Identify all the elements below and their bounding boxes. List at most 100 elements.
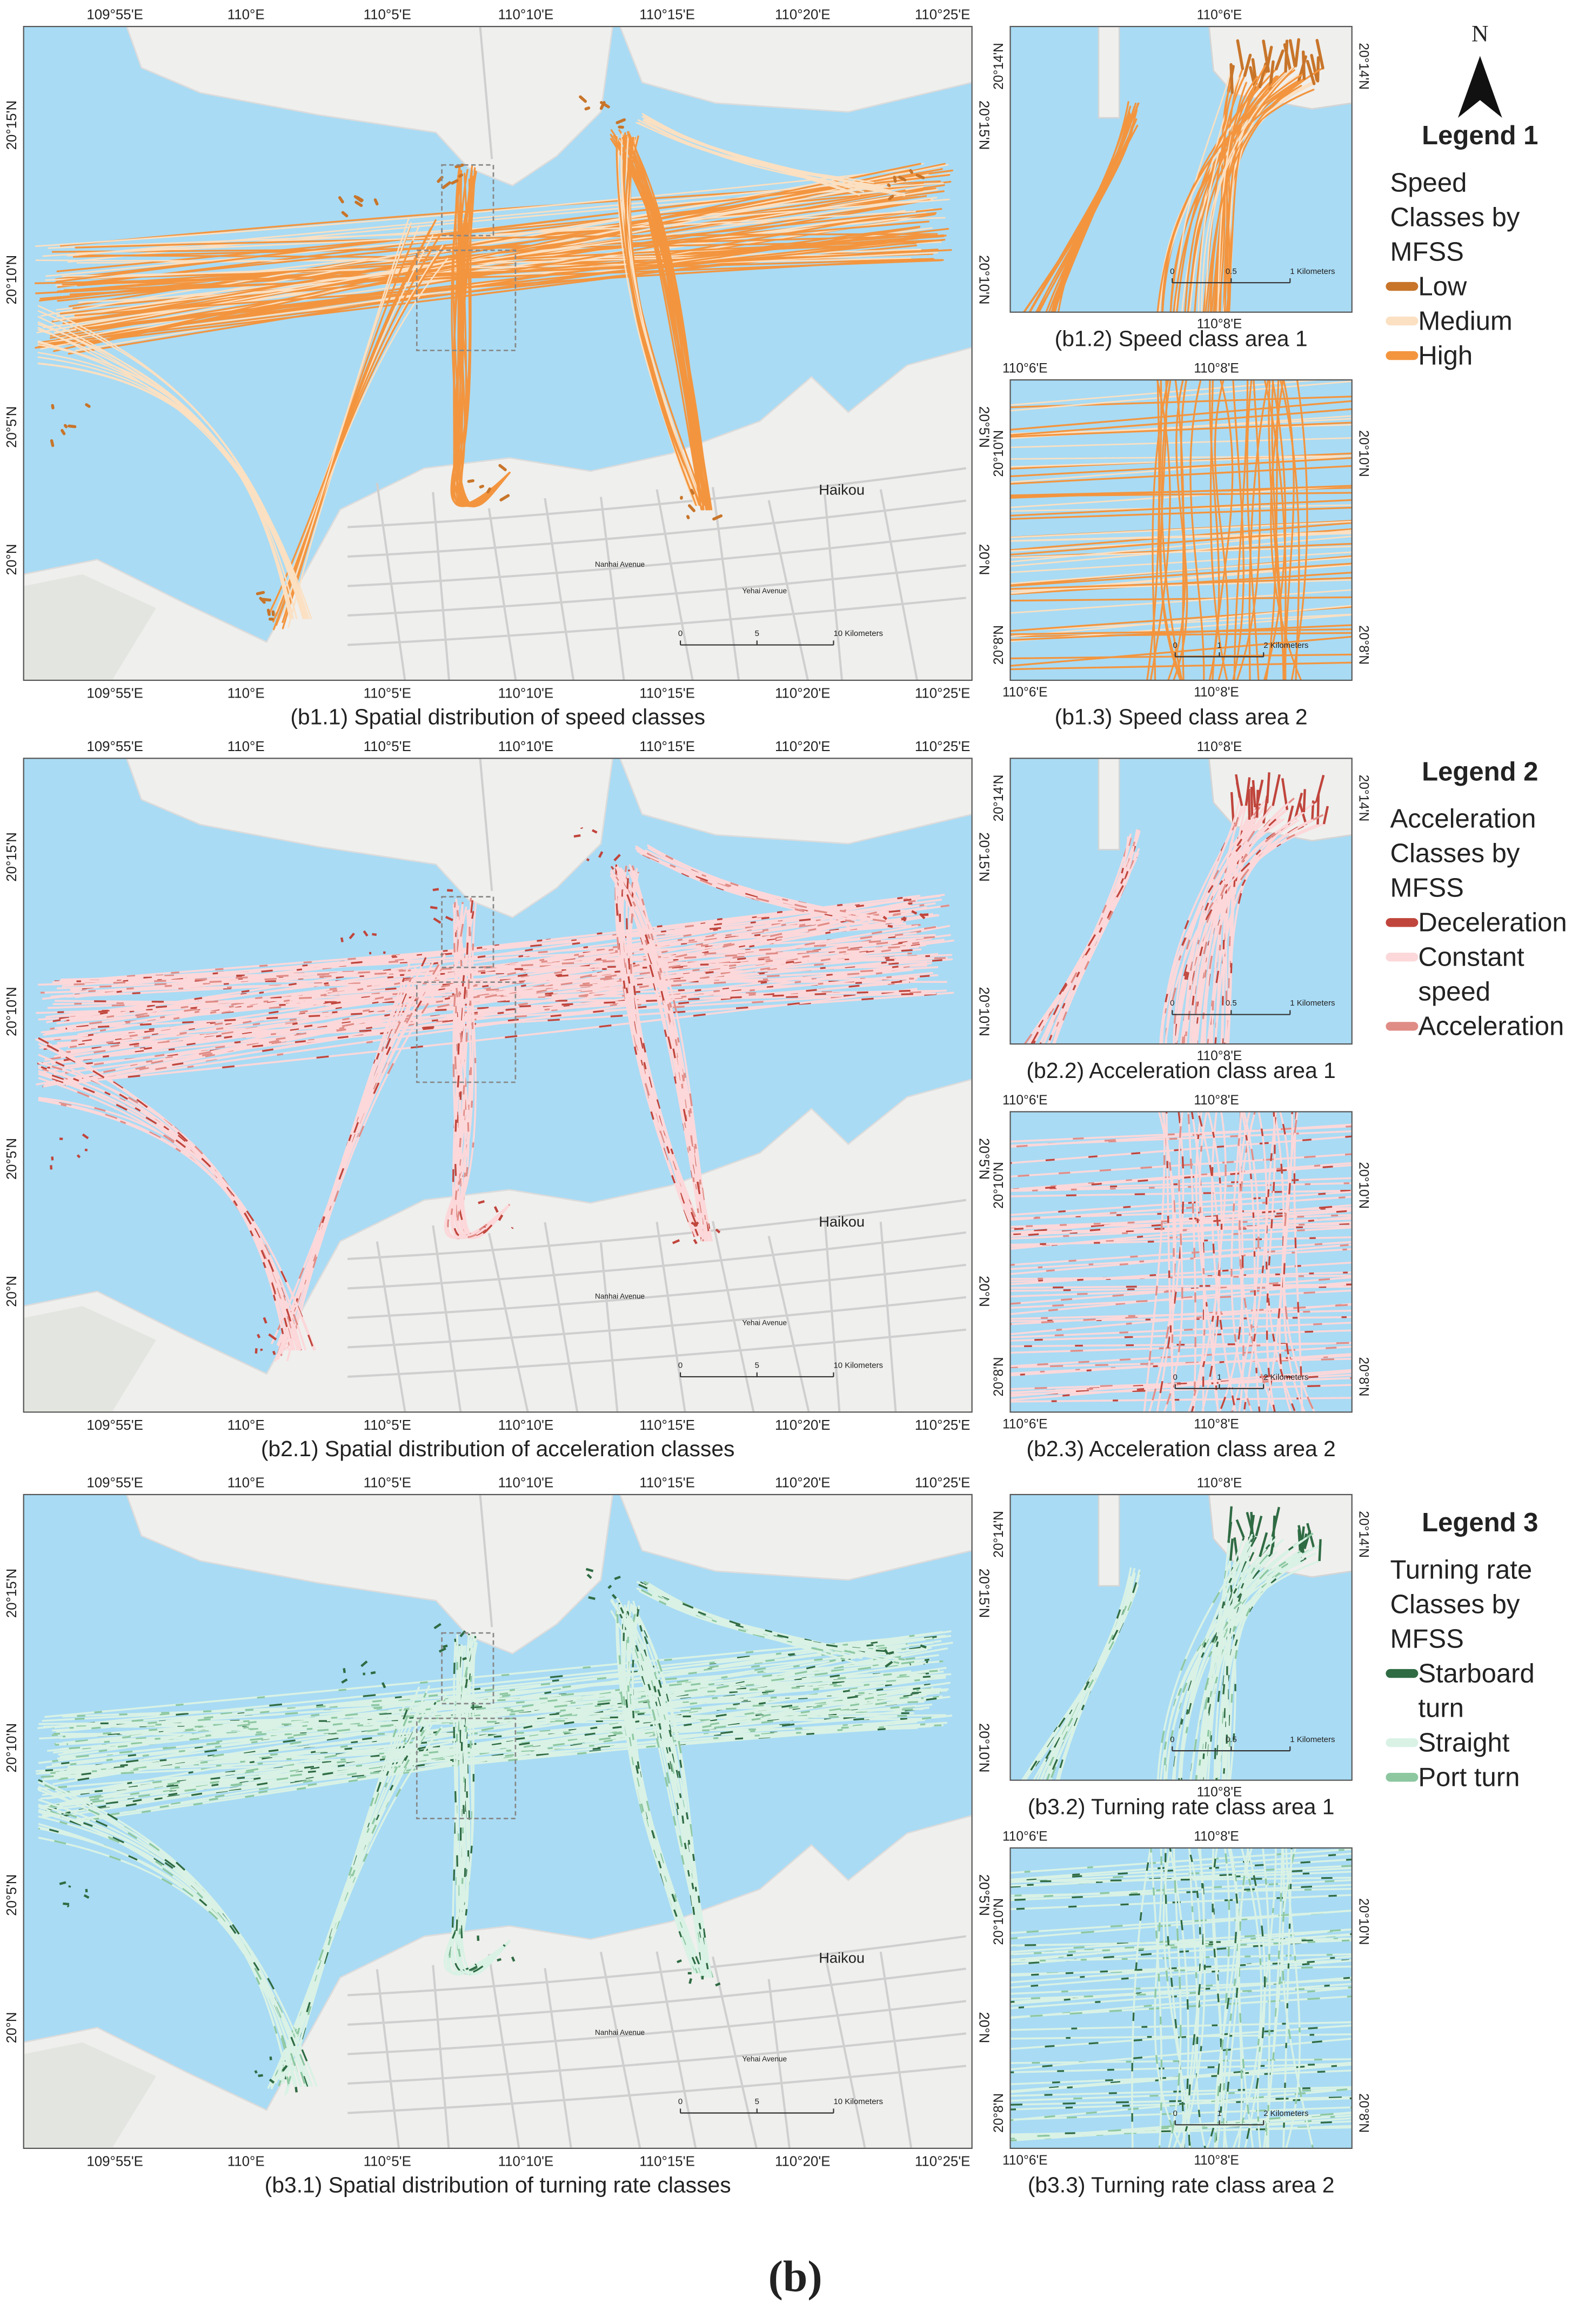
track bbox=[1197, 1546, 1316, 1780]
track bbox=[70, 909, 905, 991]
lat-tick-label: 20°10'N bbox=[4, 987, 19, 1036]
lat-tick-label: 20°10'N bbox=[4, 1723, 19, 1773]
track bbox=[1052, 836, 1129, 1044]
zoom-box bbox=[441, 164, 494, 237]
lat-tick-label: 20°N bbox=[4, 2012, 19, 2044]
track-segment bbox=[68, 1885, 71, 1888]
track bbox=[1244, 1847, 1266, 2148]
track bbox=[1236, 39, 1245, 70]
track-segment bbox=[349, 932, 355, 940]
scale-label: 1 Kilometers bbox=[1290, 267, 1335, 276]
legend-subtitle: MFSS bbox=[1390, 237, 1464, 266]
lon-tick-label: 110°5'E bbox=[364, 7, 411, 22]
land-relief bbox=[23, 2042, 156, 2148]
track-segment bbox=[1010, 1374, 1352, 1394]
track bbox=[1010, 589, 1352, 614]
road bbox=[655, 489, 694, 680]
track-segment bbox=[50, 905, 949, 1030]
lon-tick-label: 110°15'E bbox=[639, 7, 695, 22]
track bbox=[454, 163, 464, 169]
lon-tick-label: 110°6'E bbox=[1002, 1829, 1048, 1844]
track-segment bbox=[1272, 774, 1281, 806]
track-segment bbox=[269, 2078, 275, 2084]
track-segment bbox=[456, 910, 511, 1238]
lon-tick-label: 109°55'E bbox=[86, 2154, 143, 2169]
track bbox=[63, 424, 68, 428]
map-panel: Haikou Nanhai Avenue Yehai Avenue 0 5 10 Kilo… bbox=[23, 26, 972, 680]
track-segment bbox=[1271, 1506, 1281, 1537]
pier bbox=[1098, 1494, 1120, 1587]
scale-label: 0 bbox=[678, 2097, 683, 2106]
track-segment bbox=[1259, 1532, 1268, 1557]
track bbox=[1248, 380, 1269, 680]
track bbox=[61, 428, 66, 436]
road bbox=[655, 1951, 697, 2148]
track-segment bbox=[65, 1648, 928, 1803]
track-segment bbox=[634, 847, 857, 921]
lon-tick-label: 110°15'E bbox=[639, 2154, 695, 2169]
track-segment bbox=[493, 1206, 499, 1213]
track bbox=[1214, 380, 1229, 680]
track bbox=[1010, 551, 1352, 573]
road bbox=[879, 1951, 913, 2148]
lat-tick-label: 20°15'N bbox=[4, 1569, 19, 1618]
lat-tick-label: 20°14'N bbox=[992, 775, 1006, 822]
track bbox=[266, 608, 271, 616]
scale-label: 1 bbox=[1217, 2109, 1221, 2118]
track-segment bbox=[919, 913, 926, 920]
scale-label: 5 bbox=[755, 2097, 759, 2106]
caption: (b1.3) Speed class area 2 bbox=[1055, 705, 1308, 729]
track bbox=[66, 1646, 932, 1745]
track-segment bbox=[272, 1350, 276, 1355]
track-segment bbox=[1302, 789, 1306, 813]
track bbox=[37, 356, 294, 619]
track bbox=[1010, 1858, 1352, 1881]
track bbox=[1243, 53, 1252, 77]
track bbox=[37, 310, 305, 619]
track bbox=[479, 485, 484, 488]
scale-label: 0.5 bbox=[1226, 999, 1237, 1008]
track bbox=[1211, 1111, 1237, 1412]
road bbox=[487, 1233, 529, 1412]
track-segment bbox=[82, 1133, 89, 1140]
track-segment bbox=[1225, 1537, 1255, 1780]
lat-tick-label: 20°5'N bbox=[976, 1874, 991, 1916]
track-segment bbox=[902, 916, 906, 922]
legend-label: Starboard bbox=[1418, 1659, 1534, 1688]
track-segment bbox=[55, 1687, 921, 1818]
track bbox=[57, 989, 947, 1044]
track-segment bbox=[586, 858, 590, 862]
track-segment bbox=[462, 1657, 467, 1661]
track bbox=[1179, 1847, 1206, 2148]
track-segment bbox=[340, 937, 344, 942]
track-segment bbox=[615, 866, 708, 1242]
lon-tick-label: 110°25'E bbox=[915, 739, 971, 754]
track bbox=[46, 895, 941, 1023]
lon-tick-label: 110°25'E bbox=[915, 686, 971, 701]
track bbox=[1223, 1560, 1232, 1780]
track-segment bbox=[61, 991, 921, 1005]
track-segment bbox=[607, 1584, 612, 1589]
track bbox=[353, 195, 363, 203]
track bbox=[499, 494, 510, 501]
lat-tick-label: 20°8'N bbox=[992, 2093, 1006, 2133]
track bbox=[1174, 380, 1185, 680]
road bbox=[879, 1222, 897, 1412]
track-segment bbox=[274, 984, 432, 1362]
track-segment bbox=[51, 1156, 54, 1161]
track bbox=[35, 168, 910, 247]
track-segment bbox=[454, 910, 511, 1238]
track bbox=[1226, 77, 1279, 312]
caption: (b2.2) Acceleration class area 1 bbox=[1026, 1058, 1335, 1083]
legend-label: Constant bbox=[1418, 943, 1524, 972]
track bbox=[644, 120, 906, 197]
lon-tick-label: 110°15'E bbox=[639, 1475, 695, 1490]
track bbox=[1010, 1894, 1352, 1911]
track bbox=[619, 872, 697, 1237]
track bbox=[1010, 613, 1352, 632]
track bbox=[1146, 380, 1160, 680]
track-segment bbox=[1207, 1559, 1240, 1780]
lon-tick-label: 110°E bbox=[228, 739, 265, 754]
lon-tick-label: 110°8'E bbox=[1194, 1417, 1239, 1431]
